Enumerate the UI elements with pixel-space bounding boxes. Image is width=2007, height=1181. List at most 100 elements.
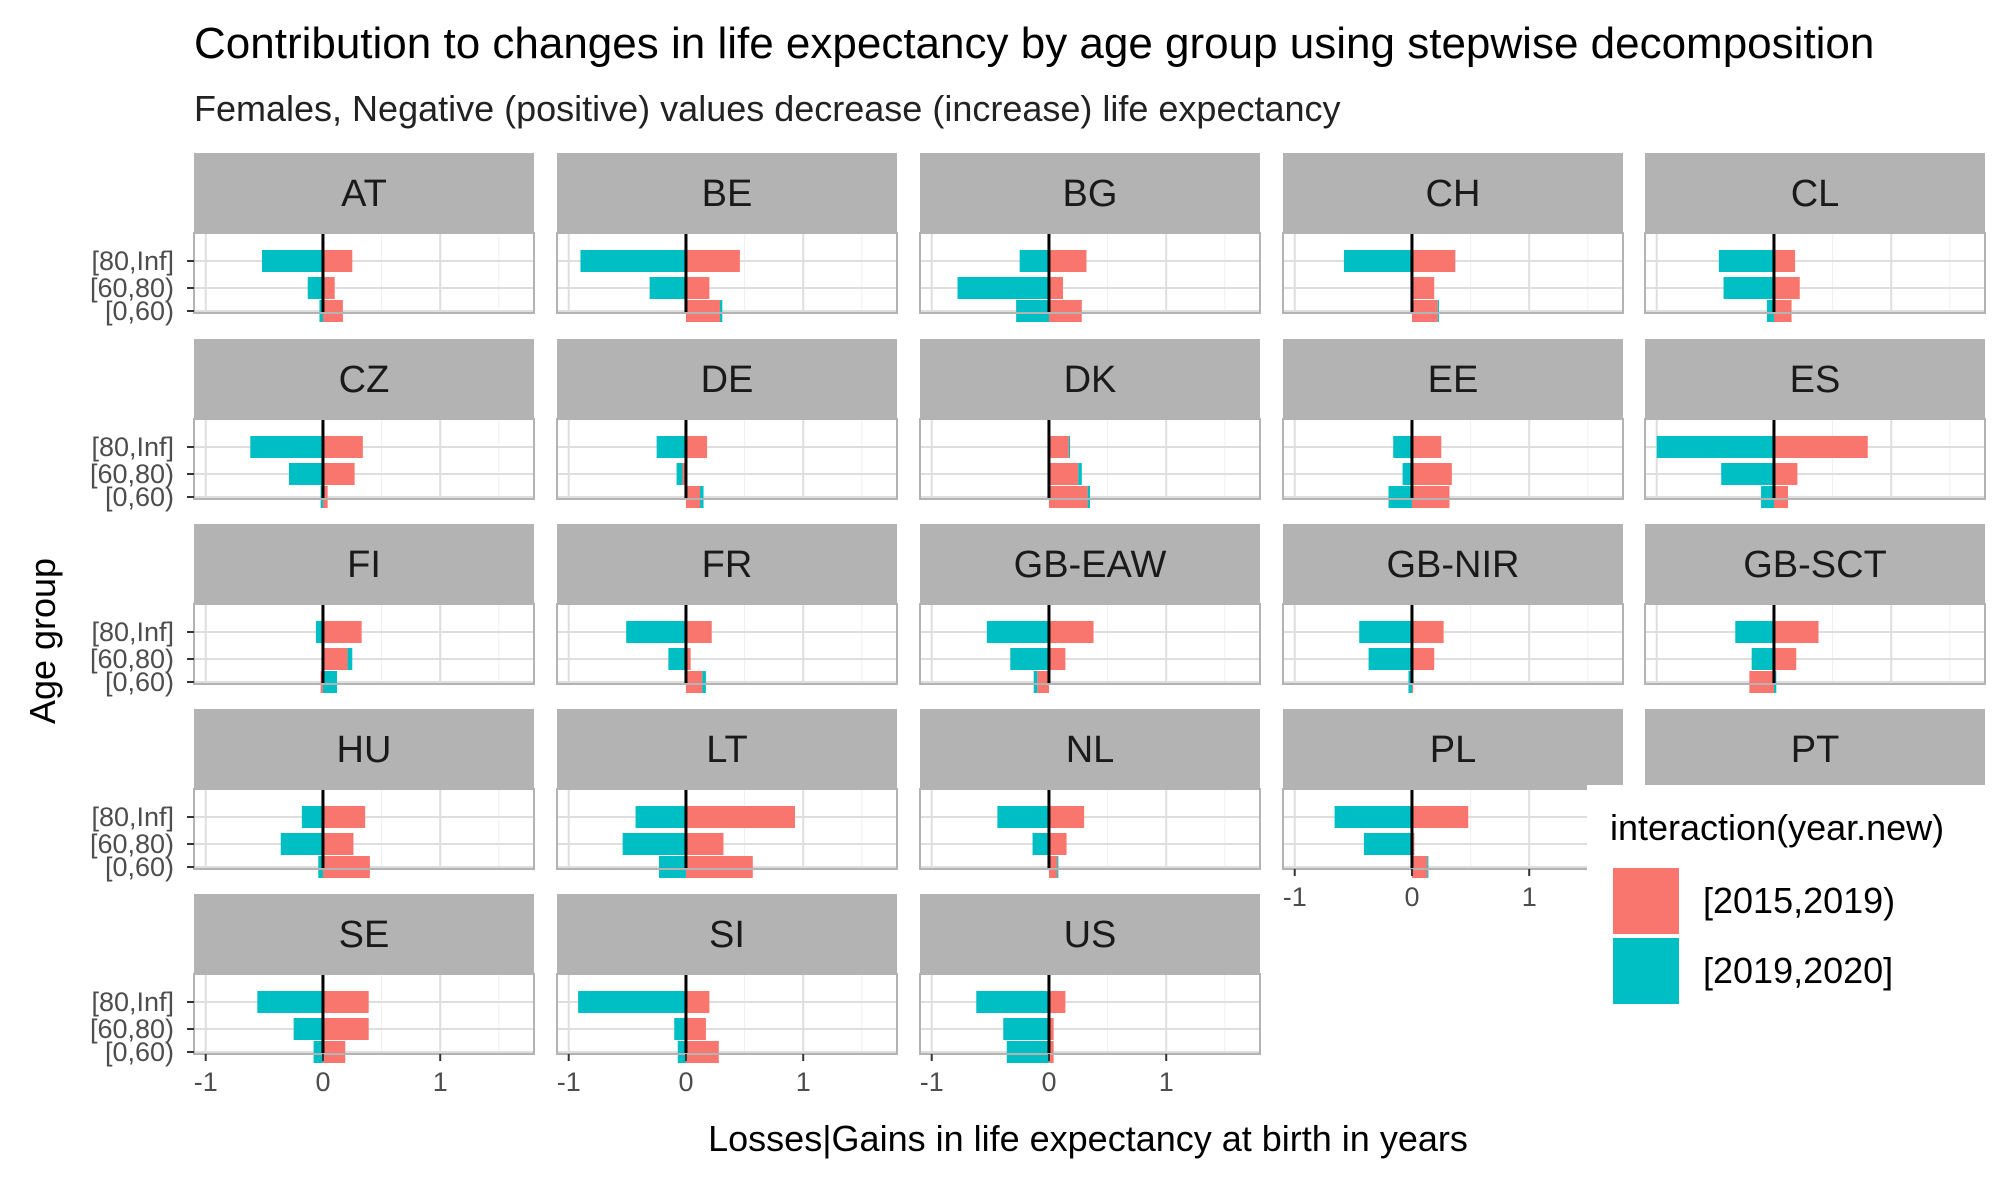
x-tick-label: 0 (315, 1067, 330, 1097)
bar-2015-2019 (1773, 277, 1800, 299)
facet-strip (557, 153, 897, 233)
facet-strip (1645, 524, 1985, 604)
facet-panel-bg: BG (919, 153, 1261, 322)
bar-2015-2019 (322, 486, 328, 508)
panel-background (1645, 233, 1985, 313)
bar-2019-2020 (1388, 486, 1412, 508)
facet-panels: AT[80,Inf][60,80)[0,60)BE BG CH CLCZ[80,Inf… (90, 153, 1986, 1097)
facet-label: GB-EAW (1014, 544, 1167, 586)
facet-label: GB-SCT (1743, 544, 1887, 586)
legend: interaction(year.new) [2015,2019) [2019,20… (1587, 785, 2007, 1020)
facet-panel-pl: PL -1 0 1 (1282, 709, 1624, 912)
facet-panel-fi: FI [80,Inf][60,80)[0,60) (90, 524, 535, 697)
facet-strip (1283, 524, 1623, 604)
bar-2015-2019 (322, 621, 362, 643)
panel-background (194, 604, 534, 684)
bar-2019-2020 (319, 300, 323, 322)
bar-2015-2019 (1048, 991, 1066, 1013)
bar-2019-2020 (250, 436, 323, 458)
panel-border (556, 788, 898, 870)
bar-2015-2019 (322, 833, 354, 855)
bar-2019-2020 (1363, 833, 1412, 855)
facet-strip (194, 894, 534, 974)
bar-2015-2019 (1773, 300, 1792, 322)
facet-panel-se: SE [80,Inf][60,80)[0,60) -1 0 1 (90, 894, 535, 1097)
y-tick-label: [0,60) (105, 1037, 174, 1067)
bar-2019-2020 (1368, 648, 1412, 670)
panel-background (1283, 789, 1623, 869)
bar-2019-2020 (649, 277, 686, 299)
facet-panel-pt: PT (1645, 709, 1985, 789)
bar-2019-2020 (668, 648, 686, 670)
facet-strip (1283, 709, 1623, 789)
panel-border (1644, 418, 1986, 500)
bar-2015-2019 (685, 991, 710, 1013)
y-tick-label: [80,Inf] (91, 987, 174, 1017)
facet-label: ES (1790, 359, 1841, 401)
bar-2019-2020 (635, 806, 686, 828)
panel-border (919, 232, 1261, 314)
panel-border (193, 973, 535, 1055)
facet-strip (920, 339, 1260, 419)
bar-2015-2019 (322, 1018, 369, 1040)
facet-panel-be: BE (556, 153, 898, 322)
panel-background (920, 974, 1260, 1054)
panel-background (557, 233, 897, 313)
facet-strip (1645, 339, 1985, 419)
bar-2015-2019 (1411, 277, 1435, 299)
facet-strip (557, 339, 897, 419)
panel-background (1283, 233, 1623, 313)
x-tick-label: 1 (1159, 1067, 1174, 1097)
bar-2019-2020 (676, 463, 683, 485)
facet-label: AT (341, 173, 387, 215)
panel-background (557, 974, 897, 1054)
bar-2015-2019 (1048, 1041, 1054, 1063)
panel-background (1645, 419, 1985, 499)
bar-2015-2019 (685, 648, 691, 670)
y-tick-label: [60,80) (90, 459, 174, 489)
bar-2015-2019 (322, 648, 348, 670)
bar-2019-2020 (1735, 621, 1774, 643)
bar-2015-2019 (1048, 806, 1085, 828)
bar-2019-2020 (1003, 1018, 1049, 1040)
bar-2019-2020 (700, 486, 704, 508)
chart-title: Contribution to changes in life expectan… (194, 19, 1874, 68)
y-axis-title: Age group (22, 558, 63, 724)
bar-2019-2020 (1087, 486, 1090, 508)
y-tick-label: [80,Inf] (91, 802, 174, 832)
facet-label: US (1064, 914, 1117, 956)
facet-strip (1283, 153, 1623, 233)
facet-panel-nl: NL (919, 709, 1261, 878)
bar-2015-2019 (1773, 463, 1798, 485)
bar-2019-2020 (1721, 463, 1774, 485)
facet-label: BE (702, 173, 753, 215)
bar-2019-2020 (719, 300, 723, 322)
facet-strip (1283, 339, 1623, 419)
bar-2015-2019 (322, 856, 370, 878)
panel-background (920, 233, 1260, 313)
bar-2019-2020 (1006, 1041, 1049, 1063)
bar-2019-2020 (313, 1041, 323, 1063)
facet-panel-es: ES (1644, 339, 1986, 508)
bar-2015-2019 (1411, 486, 1450, 508)
legend-key-2019-2020 (1613, 938, 1679, 1004)
panel-background (194, 789, 534, 869)
bar-2019-2020 (1723, 277, 1774, 299)
panel-border (919, 973, 1261, 1055)
bar-2015-2019 (1048, 463, 1079, 485)
bar-2015-2019 (1411, 463, 1452, 485)
bar-2015-2019 (1773, 486, 1789, 508)
bar-2015-2019 (685, 486, 701, 508)
bar-2019-2020 (318, 856, 323, 878)
bar-2019-2020 (1766, 300, 1774, 322)
x-tick-label: 0 (1041, 1067, 1056, 1097)
bar-2019-2020 (986, 621, 1049, 643)
facet-label: CH (1426, 173, 1481, 215)
bar-2019-2020 (262, 250, 323, 272)
bar-2015-2019 (1749, 671, 1774, 693)
facet-strip (194, 524, 534, 604)
panel-border (919, 603, 1261, 685)
facet-panel-at: AT [80,Inf][60,80)[0,60) (90, 153, 535, 326)
